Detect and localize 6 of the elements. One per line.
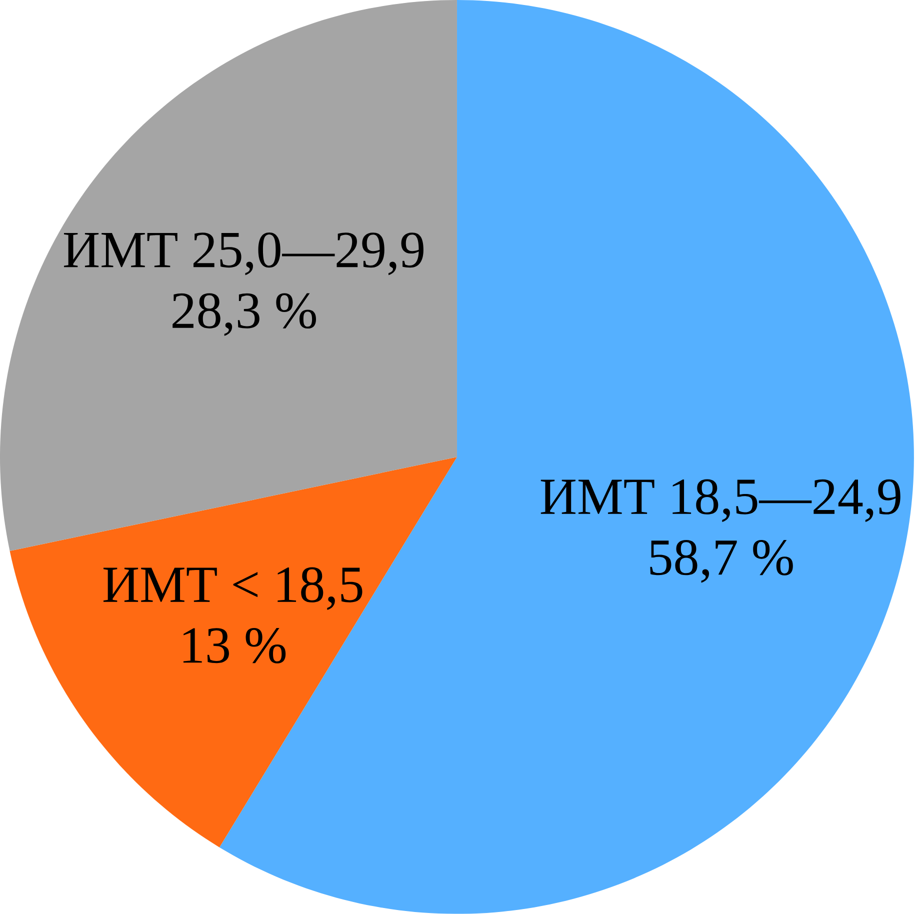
slice-label: ИМТ 25,0—29,9 xyxy=(64,232,424,276)
slice-label: ИМТ < 18,5 xyxy=(103,567,362,610)
data-label: 13 % xyxy=(183,628,286,664)
slice-label: ИМТ 18,5—24,9 xyxy=(540,479,900,522)
data-label: 58,7 % xyxy=(650,540,793,583)
data-label: 28,3 % xyxy=(172,293,316,336)
